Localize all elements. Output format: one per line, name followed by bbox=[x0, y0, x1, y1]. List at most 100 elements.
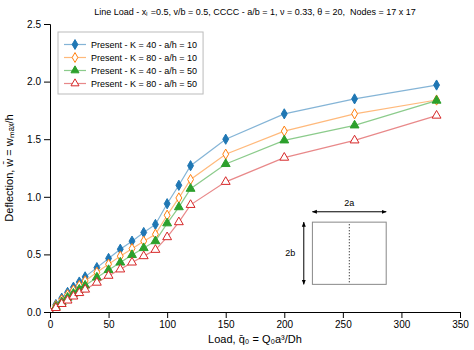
tick-mark bbox=[109, 312, 110, 318]
series-line bbox=[50, 100, 437, 312]
tick-label: 2.5 bbox=[27, 19, 41, 30]
tick-label: 100 bbox=[159, 319, 176, 330]
tick-label: 0.0 bbox=[27, 307, 41, 318]
tick: 250 bbox=[335, 312, 352, 330]
data-point bbox=[139, 251, 148, 259]
data-point bbox=[281, 109, 287, 119]
data-point bbox=[223, 149, 229, 159]
data-point bbox=[352, 109, 358, 119]
tick-label: 150 bbox=[218, 319, 235, 330]
data-point bbox=[186, 200, 195, 208]
data-point bbox=[152, 219, 158, 229]
data-point bbox=[92, 278, 101, 286]
axis-domain bbox=[44, 25, 51, 313]
legend-entry: Present - K = 80 - a/h = 10 bbox=[64, 53, 197, 63]
tick: 100 bbox=[159, 312, 176, 330]
legend-label: Present - K = 40 - a/h = 50 bbox=[91, 66, 197, 76]
x-axis-title: Load, q̄₀ = Q₀a³/Dh bbox=[208, 333, 302, 345]
data-point bbox=[223, 134, 229, 144]
annotation: 2a bbox=[344, 198, 354, 208]
data-point bbox=[163, 218, 172, 226]
tick-label: 1.0 bbox=[27, 192, 41, 203]
tick-label: 2.0 bbox=[27, 76, 41, 87]
data-point bbox=[221, 177, 230, 185]
axis-domain bbox=[51, 313, 461, 319]
tick: 150 bbox=[218, 312, 235, 330]
series-line bbox=[50, 85, 437, 312]
tick-mark bbox=[44, 82, 50, 83]
data-point bbox=[128, 257, 137, 265]
data-point bbox=[174, 217, 183, 225]
legend-symbol bbox=[71, 66, 79, 73]
data-point bbox=[434, 80, 440, 90]
legend-symbol bbox=[72, 53, 78, 63]
tick: 1.0 bbox=[27, 192, 50, 203]
tick-label: 1.5 bbox=[27, 134, 41, 145]
series-line bbox=[50, 116, 437, 312]
data-point bbox=[432, 110, 441, 118]
data-point bbox=[352, 94, 358, 104]
legend-entry: Present - K = 40 - a/h = 50 bbox=[64, 66, 197, 76]
tick-mark bbox=[167, 312, 168, 318]
legend-label: Present - K = 40 - a/h = 10 bbox=[91, 40, 197, 50]
data-point bbox=[280, 135, 289, 143]
tick-mark bbox=[44, 312, 50, 313]
tick-label: 0.5 bbox=[27, 249, 41, 260]
tick: 1.5 bbox=[27, 134, 50, 145]
y-axis-title: Deflection, w̄ = wₘₐₓ/h bbox=[3, 114, 15, 221]
data-point bbox=[81, 284, 90, 292]
tick-mark bbox=[44, 139, 50, 140]
data-point bbox=[350, 120, 359, 128]
data-point bbox=[221, 159, 230, 167]
data-point bbox=[186, 184, 195, 192]
tick: 0.5 bbox=[27, 249, 50, 260]
legend-symbol bbox=[71, 79, 79, 86]
legend-entry: Present - K = 40 - a/h = 10 bbox=[64, 40, 197, 50]
legend-entry: Present - K = 80 - a/h = 50 bbox=[64, 79, 197, 89]
tick-mark bbox=[226, 312, 227, 318]
inset-plate bbox=[312, 222, 386, 284]
tick: 0 bbox=[48, 312, 54, 330]
inset-arrow bbox=[312, 211, 386, 212]
x-axis: 0 50 100 150 200 250 300 350 bbox=[48, 312, 470, 330]
tick-label: 250 bbox=[335, 319, 352, 330]
data-point bbox=[151, 236, 160, 244]
tick-label: 300 bbox=[394, 319, 411, 330]
chart: 0 50 100 150 200 250 300 350 0.0 0.5 1.0 1.5 2.0 2.5 L… bbox=[0, 0, 474, 350]
tick-mark bbox=[401, 312, 402, 318]
data-point bbox=[174, 202, 183, 210]
legend-label: Present - K = 80 - a/h = 10 bbox=[91, 53, 197, 63]
tick: 50 bbox=[104, 312, 116, 330]
tick: 300 bbox=[394, 312, 411, 330]
tick-mark bbox=[44, 24, 50, 25]
y-axis: 0.0 0.5 1.0 1.5 2.0 2.5 bbox=[27, 19, 50, 318]
tick-label: 0 bbox=[48, 319, 54, 330]
title: Line Load - xₗ =0.5, v/b = 0.5, CCCC - a… bbox=[94, 7, 416, 17]
inset: 2a 2b bbox=[285, 198, 386, 285]
data-point bbox=[116, 264, 125, 272]
annotation: 2b bbox=[285, 248, 295, 258]
data-point bbox=[188, 161, 194, 171]
data-point bbox=[280, 153, 289, 161]
tick-label: 200 bbox=[276, 319, 293, 330]
tick: 2.0 bbox=[27, 76, 50, 87]
marks bbox=[50, 80, 441, 312]
inset-arrow bbox=[303, 222, 304, 284]
legend: Present - K = 40 - a/h = 10 Present - K =… bbox=[58, 32, 203, 94]
tick: 350 bbox=[452, 312, 469, 330]
tick-label: 50 bbox=[104, 319, 116, 330]
data-point bbox=[432, 95, 441, 103]
data-point bbox=[104, 271, 113, 279]
data-point bbox=[151, 245, 160, 253]
data-point bbox=[350, 135, 359, 143]
data-point bbox=[164, 199, 170, 209]
data-point bbox=[139, 243, 148, 251]
tick-mark bbox=[460, 312, 461, 318]
tick: 200 bbox=[276, 312, 293, 330]
tick-label: 350 bbox=[452, 319, 469, 330]
inset-center-line bbox=[349, 224, 350, 282]
plot: 0 50 100 150 200 250 300 350 0.0 0.5 1.0 1.5 2.0 2.5 L… bbox=[3, 19, 469, 345]
legend-label: Present - K = 80 - a/h = 50 bbox=[91, 79, 197, 89]
series-line bbox=[50, 101, 437, 312]
tick-mark bbox=[284, 312, 285, 318]
